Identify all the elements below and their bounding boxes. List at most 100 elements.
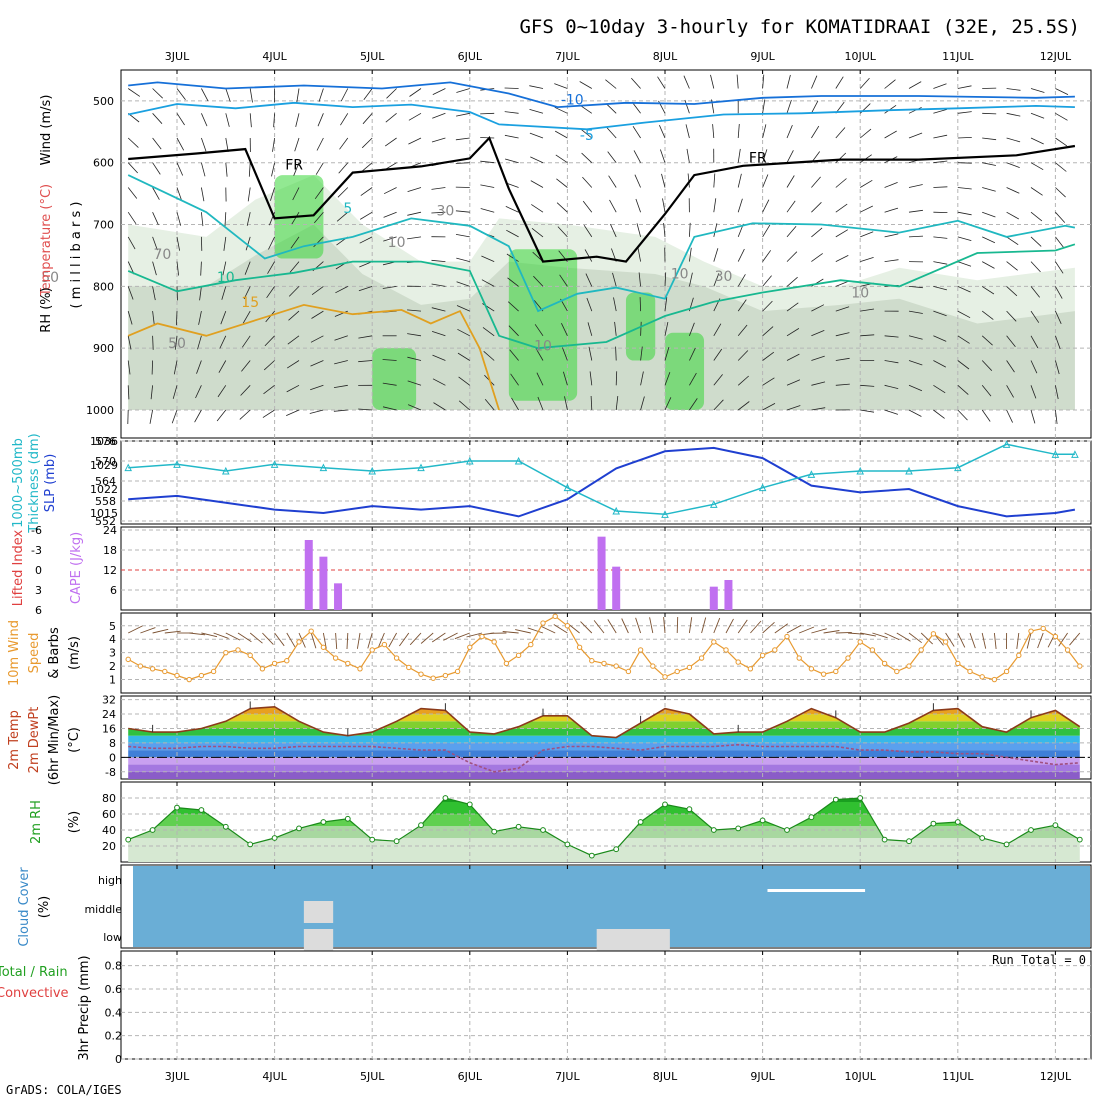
wind-barb bbox=[615, 346, 617, 361]
li-tick: -3 bbox=[31, 544, 42, 557]
wind-speed-point bbox=[686, 664, 693, 671]
wind-barb bbox=[957, 335, 970, 344]
wind-barb bbox=[407, 356, 422, 361]
wind-barb bbox=[1055, 360, 1060, 375]
surface-wind-barb bbox=[225, 632, 241, 641]
thickness-marker bbox=[856, 466, 865, 475]
cape-ylabel-li: Lifted Index bbox=[11, 529, 26, 606]
wind-barb bbox=[266, 286, 275, 299]
wind-barb bbox=[786, 276, 798, 287]
wind-barb bbox=[639, 297, 641, 312]
wind-speed-point bbox=[747, 666, 754, 672]
temp-tick: 8 bbox=[109, 737, 116, 750]
wind-speed-point bbox=[332, 655, 339, 661]
wind-barb bbox=[606, 127, 617, 139]
wind-barb bbox=[786, 251, 798, 262]
wind-barb bbox=[981, 310, 994, 320]
wind-barb bbox=[383, 236, 397, 242]
wind-barb bbox=[713, 198, 717, 213]
wind-barb bbox=[786, 99, 792, 114]
wind-barb bbox=[762, 250, 772, 262]
surface-wind-barb bbox=[649, 617, 654, 634]
wind-barb bbox=[507, 301, 519, 312]
wind-speed-point bbox=[723, 647, 729, 653]
rh-point bbox=[662, 801, 668, 808]
wind-barb bbox=[982, 236, 996, 244]
wind-barb bbox=[313, 236, 324, 248]
thickness-marker bbox=[563, 483, 572, 492]
wind-barb bbox=[562, 347, 568, 361]
wind-barb bbox=[290, 236, 300, 249]
wind-barb bbox=[661, 173, 666, 188]
surface-wind-barb bbox=[1069, 632, 1081, 646]
wind-speed-point bbox=[528, 641, 534, 648]
surface-wind-barb bbox=[799, 626, 815, 634]
surface-wind-barb bbox=[884, 632, 900, 641]
wind-speed-point bbox=[381, 641, 388, 648]
contour-label: 10 bbox=[534, 339, 552, 355]
surface-wind-barb bbox=[164, 630, 181, 634]
wind-barb bbox=[359, 211, 373, 220]
wind-barb bbox=[358, 286, 373, 292]
wind-barb bbox=[811, 407, 826, 411]
wind-barb bbox=[555, 130, 568, 139]
wind-barb bbox=[201, 113, 208, 127]
wind-speed-point bbox=[491, 639, 497, 645]
surface-wind-barb bbox=[835, 631, 852, 634]
wind-barb bbox=[358, 408, 373, 411]
wind-barb bbox=[176, 311, 178, 326]
thickness-tick: 564 bbox=[95, 475, 116, 488]
wind-barb bbox=[504, 134, 519, 139]
rh-point bbox=[588, 852, 595, 859]
wind-barb bbox=[664, 372, 671, 386]
temp-tick: 24 bbox=[102, 708, 116, 721]
wind-barb bbox=[687, 173, 690, 188]
wind-barb bbox=[860, 334, 875, 337]
wind-barb bbox=[933, 109, 948, 114]
wind-barb bbox=[736, 74, 739, 89]
wind-barb bbox=[340, 113, 349, 126]
rh-point bbox=[442, 795, 449, 801]
wind-barb bbox=[296, 88, 300, 103]
wind-barb bbox=[634, 174, 641, 188]
wind-barb bbox=[220, 310, 227, 325]
wind-barb bbox=[504, 111, 519, 114]
temp-tick: 0 bbox=[109, 751, 116, 764]
wind-barb bbox=[201, 137, 207, 152]
panel-precip: 0 0.2 0.4 0.6 0.8 Total / Rain Convective 3h… bbox=[0, 950, 1092, 1066]
wind-barb bbox=[1055, 112, 1068, 121]
wind-barb bbox=[293, 162, 300, 176]
wind-barb bbox=[263, 384, 275, 395]
temp-ylabel-4: (°C) bbox=[67, 727, 82, 753]
wind-barb bbox=[957, 187, 972, 190]
wind-barb bbox=[933, 286, 948, 291]
surface-wind-barb bbox=[688, 617, 693, 634]
cape-ylabel-cape: CAPE (J/kg) bbox=[69, 532, 84, 604]
precip-tick: 0 bbox=[115, 1053, 122, 1066]
wind-barb bbox=[587, 322, 593, 336]
temp-band bbox=[128, 735, 1080, 743]
surface-wind-barb bbox=[725, 618, 734, 634]
wind-barb bbox=[221, 286, 227, 300]
cape-bar bbox=[612, 566, 621, 610]
wind-barb bbox=[981, 360, 993, 371]
wind-barb bbox=[431, 137, 446, 143]
thickness-marker bbox=[465, 456, 474, 465]
wind-barb bbox=[127, 310, 133, 325]
wind-barb bbox=[737, 148, 741, 163]
surface-wind-barb bbox=[540, 625, 556, 634]
surface-wind-barb bbox=[774, 623, 789, 634]
surface-wind-barb bbox=[274, 632, 285, 647]
wind-speed-point bbox=[369, 647, 375, 653]
wind-barb bbox=[286, 360, 300, 369]
panel-cloud-cover: high middle low Cloud Cover (%) bbox=[17, 864, 1092, 951]
surface-wind-barb bbox=[388, 632, 397, 648]
day-label-bottom: 11JUL bbox=[942, 1070, 974, 1083]
wind-barb bbox=[582, 200, 593, 213]
wind-barb bbox=[811, 355, 825, 361]
wind-barb bbox=[150, 385, 153, 400]
wind-barb bbox=[786, 226, 797, 238]
wind-barb bbox=[315, 162, 324, 175]
contour-label: 30 bbox=[436, 203, 454, 219]
wind-speed-point bbox=[564, 623, 571, 629]
